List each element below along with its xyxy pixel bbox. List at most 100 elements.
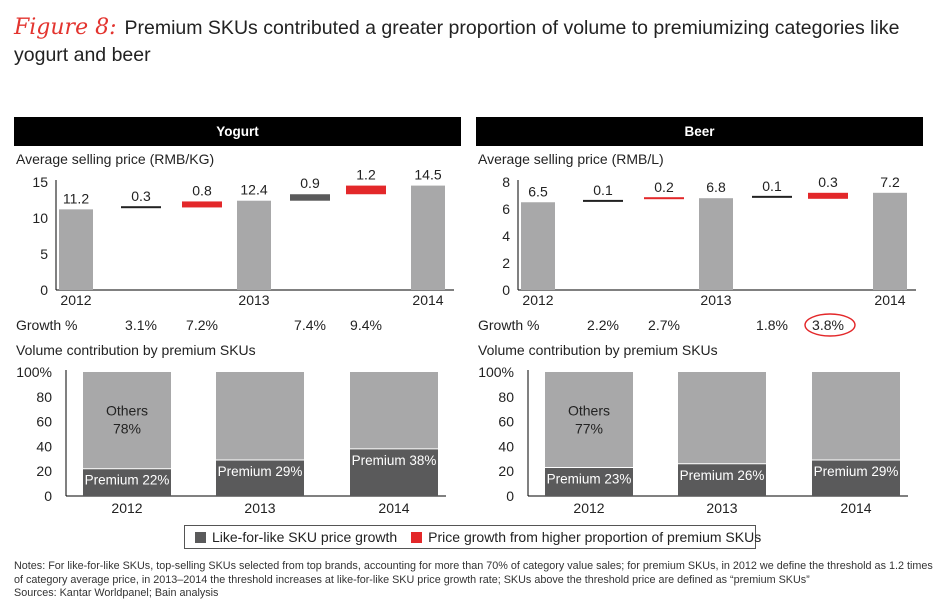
premium-label: Premium 26% — [680, 468, 765, 483]
volume-stacked-chart: 0 20 40 60 80 100% Premium 22% 2012 Others 78% Pre… — [16, 364, 446, 516]
x-tick-label: 2012 — [522, 292, 553, 308]
volume-chart-title: Volume contribution by premium SKUs — [16, 342, 256, 358]
growth-value: 2.7% — [648, 317, 680, 333]
x-tick-label: 2013 — [700, 292, 731, 308]
premium-segment — [216, 460, 304, 496]
y-tick-label: 5 — [40, 246, 48, 262]
others-segment — [678, 372, 766, 464]
others-label: Others — [568, 402, 610, 418]
bar-value-label: 6.5 — [528, 183, 548, 199]
yogurt-panel: Yogurt Average selling price (RMB/KG) Vo… — [14, 117, 461, 517]
total-bar — [521, 202, 555, 290]
beer-panel: Beer Average selling price (RMB/L) Volum… — [476, 117, 923, 517]
bar-value-label: 7.2 — [880, 174, 900, 190]
x-tick-label: 2014 — [874, 292, 905, 308]
y-tick-label: 100% — [16, 364, 52, 380]
x-tick-label: 2013 — [706, 500, 737, 516]
growth-value: 7.4% — [294, 317, 326, 333]
notes: Notes: For like-for-like SKUs, top-selli… — [14, 560, 939, 601]
y-tick-label: 60 — [36, 414, 52, 430]
y-tick-label: 20 — [498, 463, 514, 479]
legend-swatch-dark — [195, 531, 206, 543]
y-tick-label: 15 — [32, 174, 48, 190]
growth-value: 1.8% — [756, 317, 788, 333]
panel-header: Beer — [476, 117, 923, 146]
highlight-circle — [804, 313, 856, 337]
x-tick-label: 2014 — [840, 500, 871, 516]
y-tick-label: 100% — [478, 364, 514, 380]
sources-text: Sources: Kantar Worldpanel; Bain analysi… — [14, 587, 219, 599]
y-tick-label: 40 — [36, 438, 52, 454]
step-value-label: 0.8 — [192, 182, 212, 198]
growth-label: Growth % — [16, 317, 77, 333]
total-bar — [411, 185, 445, 290]
others-label: Others — [106, 402, 148, 418]
others-segment — [545, 372, 633, 468]
legend: Like-for-like SKU price growth Price gro… — [184, 525, 761, 549]
y-tick-label: 80 — [36, 389, 52, 405]
step-value-label: 0.2 — [654, 179, 674, 195]
like-for-like-step-bar — [752, 195, 792, 198]
premium-label: Premium 38% — [352, 453, 437, 468]
premium-segment — [678, 463, 766, 496]
others-segment — [83, 372, 171, 469]
step-value-label: 0.1 — [762, 178, 782, 194]
total-bar — [237, 200, 271, 290]
others-value: 78% — [113, 420, 141, 436]
y-tick-label: 0 — [44, 488, 52, 504]
premium-step-bar — [346, 185, 386, 195]
premium-step-bar — [808, 192, 848, 199]
like-for-like-step-bar — [583, 199, 623, 202]
step-value-label: 0.9 — [300, 175, 320, 191]
y-tick-label: 40 — [498, 438, 514, 454]
y-tick-label: 0 — [502, 282, 510, 298]
price-waterfall-chart: 0 2 4 6 8 6.5 2012 0.1 2.2% 0.2 2.7% 6.8 2013 0.1 1.8%… — [478, 174, 916, 337]
bar-value-label: 14.5 — [414, 167, 441, 183]
legend-swatch-red — [411, 531, 423, 543]
premium-segment — [350, 448, 438, 496]
volume-stacked-chart: 0 20 40 60 80 100% Premium 23% 2012 Others 77% Pre… — [478, 364, 908, 516]
step-value-label: 0.3 — [818, 174, 838, 190]
y-tick-label: 0 — [40, 282, 48, 298]
figure-title-text: Premium SKUs contributed a greater propo… — [14, 17, 900, 66]
x-tick-label: 2013 — [244, 500, 275, 516]
others-segment — [812, 372, 900, 461]
y-tick-label: 8 — [502, 174, 510, 190]
legend-item-like-for-like: Like-for-like SKU price growth — [195, 529, 397, 545]
y-tick-label: 0 — [506, 488, 514, 504]
others-value: 77% — [575, 420, 603, 436]
premium-step-bar — [644, 197, 684, 200]
growth-label: Growth % — [478, 317, 539, 333]
others-segment — [350, 372, 438, 449]
premium-label: Premium 29% — [218, 464, 303, 479]
y-tick-label: 6 — [502, 201, 510, 217]
x-tick-label: 2014 — [412, 292, 443, 308]
bar-value-label: 6.8 — [706, 179, 726, 195]
step-value-label: 0.3 — [131, 188, 151, 204]
price-chart-title: Average selling price (RMB/KG) — [16, 151, 215, 167]
y-tick-label: 60 — [498, 414, 514, 430]
step-value-label: 0.1 — [593, 182, 613, 198]
others-segment — [216, 372, 304, 461]
growth-value: 3.1% — [125, 317, 157, 333]
panel-header: Yogurt — [14, 117, 461, 146]
total-bar — [59, 209, 93, 290]
growth-value: 9.4% — [350, 317, 382, 333]
total-bar — [873, 192, 907, 290]
x-tick-label: 2013 — [238, 292, 269, 308]
legend-label: Like-for-like SKU price growth — [212, 529, 398, 545]
step-value-label: 1.2 — [356, 167, 376, 183]
growth-value: 7.2% — [186, 317, 218, 333]
price-chart-title: Average selling price (RMB/L) — [478, 151, 664, 167]
figure-label: Figure 8: — [14, 15, 117, 40]
notes-text: Notes: For like-for-like SKUs, top-selli… — [14, 560, 933, 586]
x-tick-label: 2012 — [573, 500, 604, 516]
like-for-like-step-bar — [290, 194, 330, 201]
legend-label: Price growth from higher proportion of p… — [428, 529, 762, 545]
y-tick-label: 80 — [498, 389, 514, 405]
y-tick-label: 10 — [32, 210, 48, 226]
bar-value-label: 12.4 — [240, 182, 267, 198]
x-tick-label: 2012 — [60, 292, 91, 308]
premium-label: Premium 22% — [85, 473, 170, 488]
premium-step-bar — [182, 201, 222, 208]
